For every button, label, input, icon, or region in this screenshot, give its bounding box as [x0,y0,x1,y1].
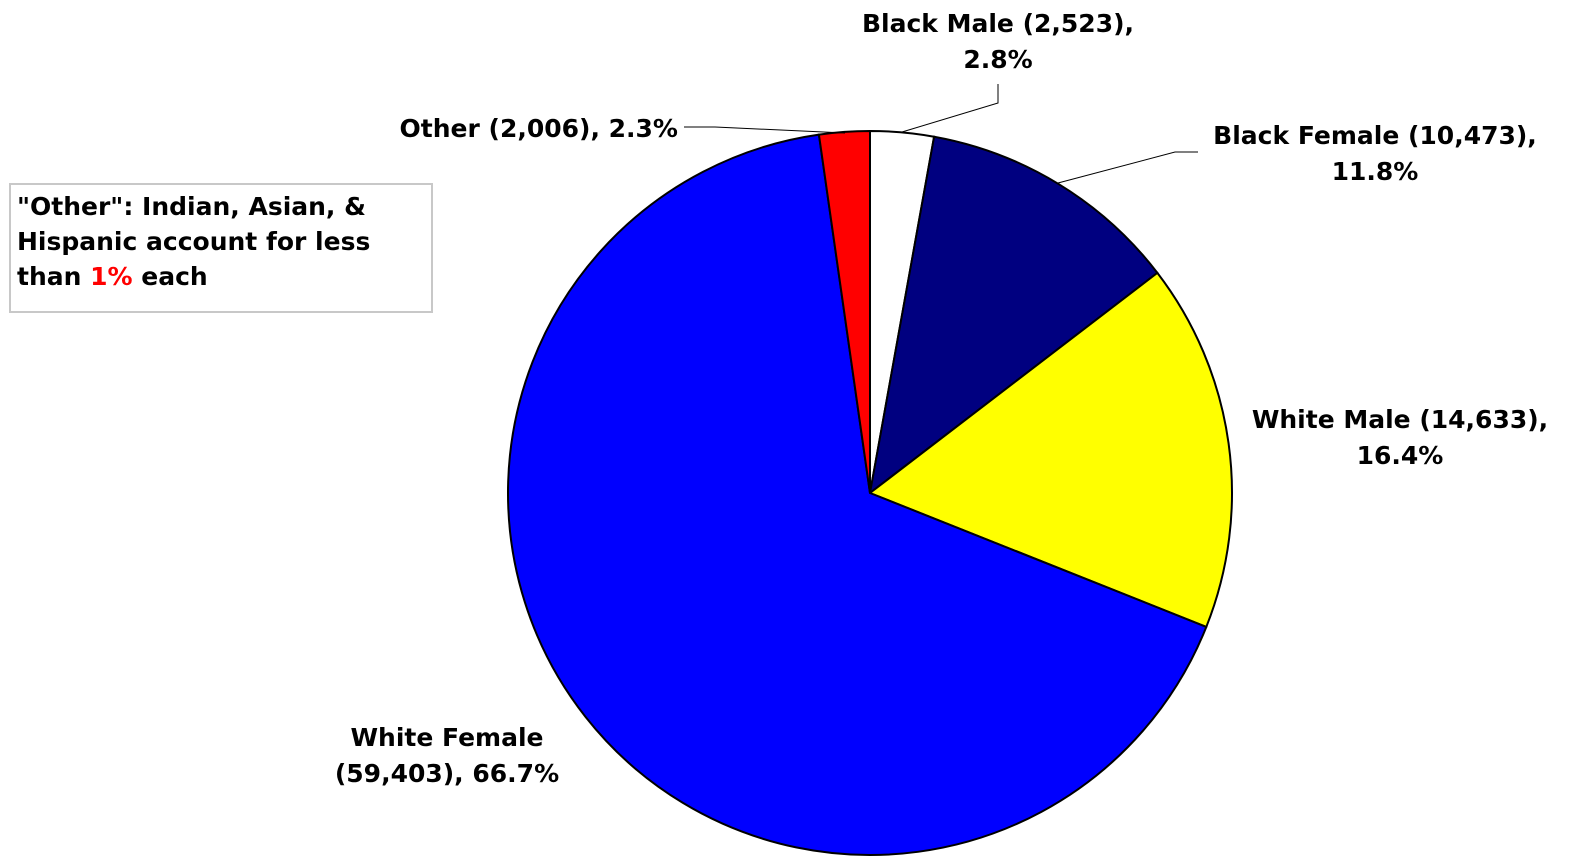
slice-label-line: White Male (14,633), [1252,405,1548,434]
note-box: "Other": Indian, Asian, & Hispanic accou… [9,183,433,313]
slice-label-other: Other (2,006), 2.3% [400,114,678,143]
pie-slice-white-male [867,271,1233,629]
slice-label-black-male: Black Male (2,523), 2.8% [862,9,1134,74]
slice-label-line: 16.4% [1357,441,1444,470]
leader-line-black-female [1057,151,1198,184]
leader-line-black-male [901,84,999,133]
note-line-3-pre: than [17,262,91,291]
slice-labels: Black Male (2,523), 2.8% Black Female (10,… [335,9,1548,788]
note-highlight-percent: 1% [90,262,133,291]
slice-label-line: White Female [350,723,543,752]
leader-line-other [684,126,846,134]
pie-slices [507,129,1233,856]
slice-label-white-male: White Male (14,633), 16.4% [1252,405,1548,470]
note-line-1: "Other": Indian, Asian, & [17,192,366,221]
slice-label-line: 2.8% [963,45,1032,74]
note-line-3-post: each [132,262,208,291]
pie-slice-black-female [868,135,1159,496]
slice-label-line: Black Female (10,473), [1213,121,1537,150]
slice-label-white-female: White Female (59,403), 66.7% [335,723,559,788]
note-line-2: Hispanic account for less [17,227,371,256]
slice-label-line: Black Male (2,523), [862,9,1134,38]
pie-slice-white-female [507,133,1208,856]
slice-label-black-female: Black Female (10,473), 11.8% [1213,121,1537,186]
slice-label-line: Other (2,006), 2.3% [400,114,678,143]
pie-slice-other [817,129,871,494]
leader-lines [684,84,1198,184]
slice-label-line: (59,403), 66.7% [335,759,559,788]
note-line-3: than 1% each [17,259,425,294]
slice-label-line: 11.8% [1332,157,1419,186]
